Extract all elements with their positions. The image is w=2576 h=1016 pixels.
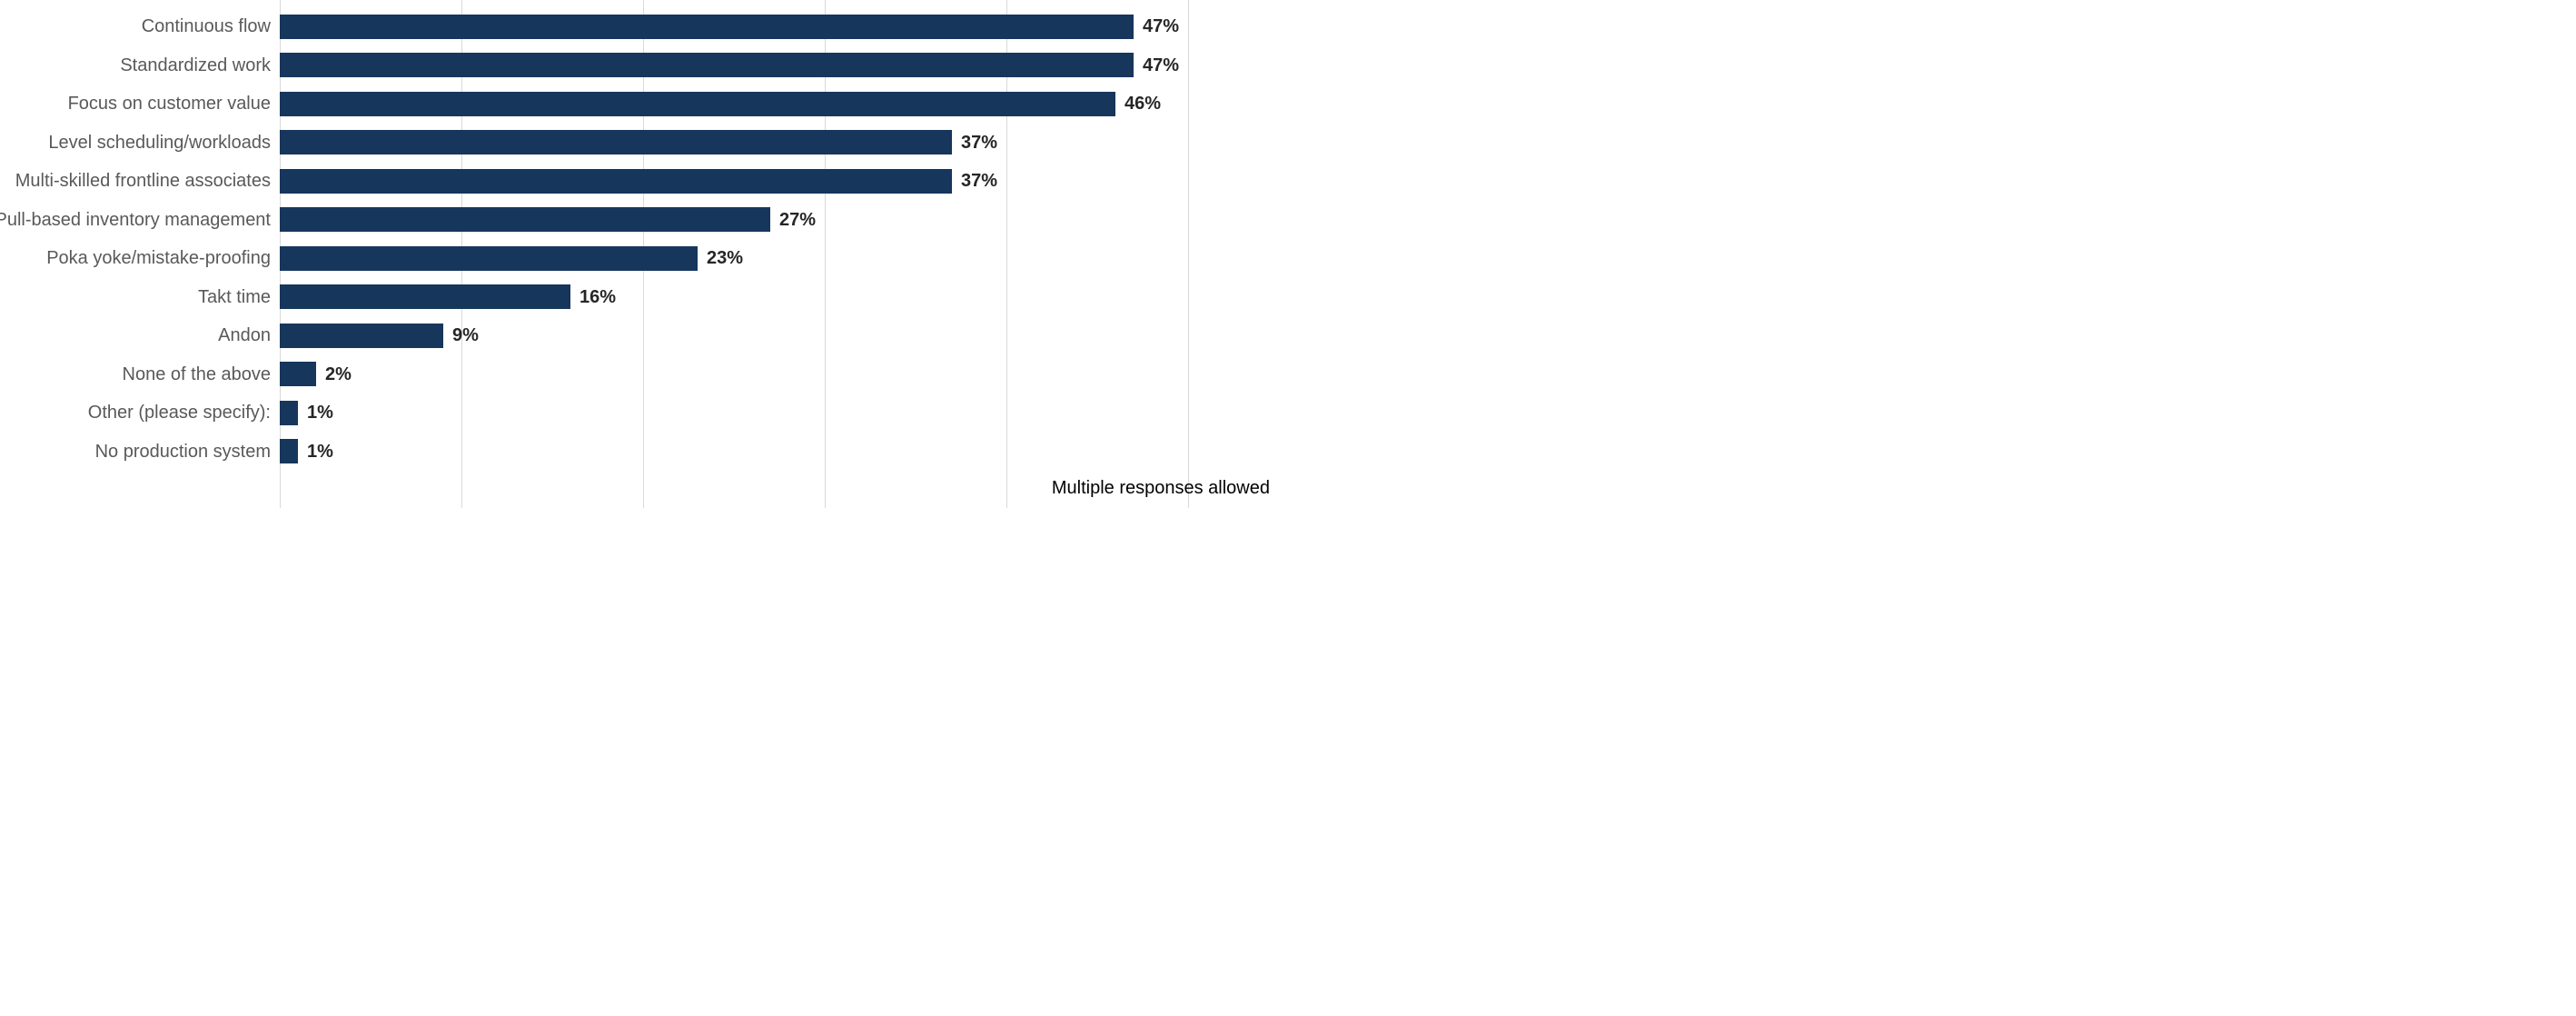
footnote: Multiple responses allowed bbox=[1052, 478, 1270, 499]
gridline bbox=[1188, 0, 1189, 508]
value-label: 9% bbox=[452, 316, 479, 355]
category-label: Takt time bbox=[198, 278, 271, 317]
value-label: 27% bbox=[779, 201, 816, 240]
value-label: 46% bbox=[1125, 85, 1161, 124]
bar bbox=[280, 401, 298, 425]
value-label: 47% bbox=[1143, 46, 1179, 85]
value-label: 1% bbox=[307, 393, 333, 433]
category-label: None of the above bbox=[123, 355, 271, 394]
value-label: 2% bbox=[325, 355, 352, 394]
category-label: Standardized work bbox=[120, 46, 271, 85]
bar bbox=[280, 92, 1115, 116]
value-label: 23% bbox=[707, 239, 743, 278]
bar bbox=[280, 324, 443, 348]
plot-area: 47%47%46%37%37%27%23%16%9%2%1%1% bbox=[280, 0, 1188, 508]
category-label: Pull-based inventory management bbox=[0, 201, 271, 240]
horizontal-bar-chart: 47%47%46%37%37%27%23%16%9%2%1%1% Continu… bbox=[0, 0, 1288, 508]
bar bbox=[280, 246, 698, 271]
bar bbox=[280, 207, 770, 232]
bar bbox=[280, 15, 1134, 39]
category-label: No production system bbox=[95, 433, 271, 472]
category-label: Level scheduling/workloads bbox=[48, 124, 271, 163]
category-label: Other (please specify): bbox=[88, 393, 271, 433]
bar bbox=[280, 169, 952, 194]
category-label: Continuous flow bbox=[142, 7, 271, 46]
bar bbox=[280, 362, 316, 386]
category-label: Multi-skilled frontline associates bbox=[15, 162, 271, 201]
category-label: Andon bbox=[218, 316, 271, 355]
bar bbox=[280, 284, 570, 309]
value-label: 1% bbox=[307, 433, 333, 472]
value-label: 37% bbox=[961, 162, 997, 201]
category-label: Focus on customer value bbox=[68, 85, 271, 124]
value-label: 47% bbox=[1143, 7, 1179, 46]
value-label: 16% bbox=[580, 278, 616, 317]
value-label: 37% bbox=[961, 124, 997, 163]
category-label: Poka yoke/mistake-proofing bbox=[46, 239, 271, 278]
bar bbox=[280, 53, 1134, 77]
bar bbox=[280, 130, 952, 154]
bar bbox=[280, 439, 298, 463]
